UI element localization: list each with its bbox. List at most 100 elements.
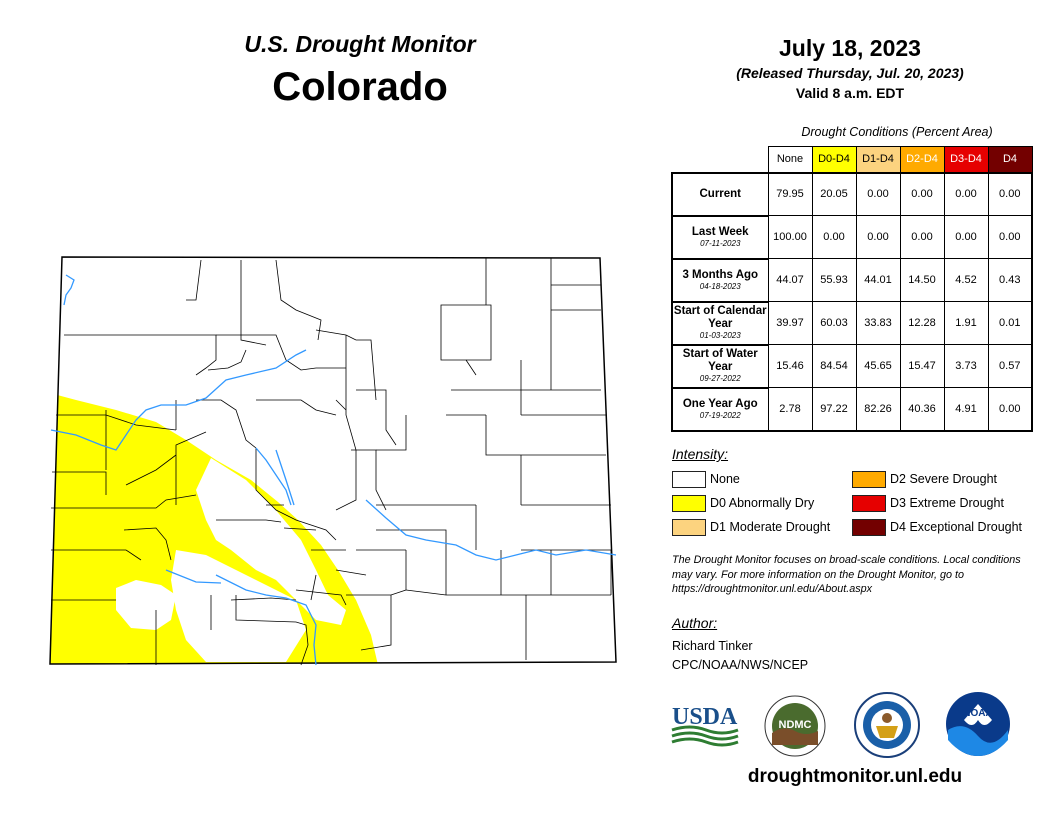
colorado-drought-map: [49, 256, 617, 666]
county-lines: [51, 258, 612, 666]
table-row: Last Week 07-11-2023 100.00 0.00 0.00 0.00 0.0…: [671, 214, 1033, 259]
table-row: Current 79.95 20.05 0.00 0.00 0.00 0.00: [671, 171, 1033, 216]
row-label-text: 3 Months Ago: [682, 268, 759, 281]
table-cell: 44.01: [855, 258, 901, 302]
legend-item-d3: D3 Extreme Drought: [852, 494, 1004, 512]
row-label-text: Last Week: [691, 225, 749, 238]
nws-logo: [854, 692, 920, 758]
col-header: D2-D4: [899, 146, 945, 173]
table-cell: 0.00: [987, 215, 1033, 259]
row-label: Start of Water Year 09-27-2022: [671, 343, 769, 388]
table-cell: 0.01: [987, 301, 1033, 345]
table-cell: 0.00: [987, 387, 1033, 432]
legend-swatch: [852, 494, 886, 512]
author-name: Richard Tinker: [672, 639, 753, 653]
row-date: 04-18-2023: [699, 281, 741, 291]
legend-label: D4 Exceptional Drought: [890, 520, 1023, 534]
row-label: 3 Months Ago 04-18-2023: [671, 257, 769, 302]
legend-label: None: [710, 472, 740, 486]
row-label-text: Start of Calendar Year: [673, 305, 767, 330]
table-cell: 0.00: [899, 171, 945, 216]
row-date: 01-03-2023: [699, 331, 741, 340]
row-date: 07-11-2023: [700, 238, 741, 248]
legend-swatch: [672, 518, 706, 536]
row-label-text: Current: [699, 187, 742, 200]
legend-item-d2: D2 Severe Drought: [852, 470, 997, 488]
drought-conditions-table: None D0-D4 D1-D4 D2-D4 D3-D4 D4 Current 7…: [671, 146, 1033, 432]
row-label-text: Start of Water Year: [682, 348, 758, 373]
table-cell: 84.54: [811, 344, 857, 388]
header-left: U.S. Drought Monitor Colorado: [130, 30, 590, 112]
legend-swatch: [852, 470, 886, 488]
table-cell: 45.65: [855, 344, 901, 388]
legend-item-d4: D4 Exceptional Drought: [852, 518, 1022, 536]
state-outline: [49, 256, 617, 665]
table-cell: 44.07: [767, 258, 813, 302]
table-row: Start of Water Year 09-27-2022 15.46 84.54 4…: [671, 343, 1033, 388]
table-cell: 0.00: [855, 171, 901, 216]
table-corner: [672, 146, 769, 173]
table-cell: 0.00: [943, 171, 989, 216]
map-date: July 18, 2023: [779, 35, 921, 61]
col-header: None: [767, 146, 813, 173]
table-cell: 40.36: [899, 387, 945, 432]
table-cell: 55.93: [811, 258, 857, 302]
intensity-legend: None D0 Abnormally Dry D1 Moderate Droug…: [672, 470, 1052, 540]
table-cell: 0.00: [855, 215, 901, 259]
row-date: 07-19-2022: [699, 410, 741, 420]
monitor-title: U.S. Drought Monitor: [244, 31, 476, 57]
valid-time: Valid 8 a.m. EDT: [795, 85, 905, 101]
col-header: D4: [987, 146, 1033, 173]
ndmc-logo-text: NDMC: [779, 719, 812, 731]
col-header: D3-D4: [943, 146, 989, 173]
table-header-row: None D0-D4 D1-D4 D2-D4 D3-D4 D4: [672, 146, 1033, 173]
table-cell: 79.95: [767, 171, 813, 216]
ndmc-logo: NDMC: [764, 695, 826, 757]
legend-item-none: None: [672, 470, 740, 488]
noaa-logo-text: NOAA: [963, 708, 992, 719]
table-cell: 14.50: [899, 258, 945, 302]
author-title: Author:: [672, 615, 718, 631]
table-cell: 0.00: [811, 215, 857, 259]
disclaimer-text: The Drought Monitor focuses on broad-sca…: [672, 554, 1021, 595]
table-row: Start of Calendar Year 01-03-2023 39.97 60.…: [671, 300, 1033, 345]
intensity-title: Intensity:: [672, 446, 729, 462]
author-org: CPC/NOAA/NWS/NCEP: [672, 658, 809, 672]
state-title: Colorado: [272, 65, 448, 109]
table-cell: 20.05: [811, 171, 857, 216]
legend-item-d0: D0 Abnormally Dry: [672, 494, 814, 512]
noaa-logo: NOAA: [946, 692, 1010, 756]
row-label: One Year Ago 07-19-2022: [671, 386, 769, 432]
table-row: 3 Months Ago 04-18-2023 44.07 55.93 44.01 14.…: [671, 257, 1033, 302]
table-cell: 2.78: [767, 387, 813, 432]
table-cell: 33.83: [855, 301, 901, 345]
row-label: Last Week 07-11-2023: [671, 214, 769, 259]
table-cell: 15.46: [767, 344, 813, 388]
table-cell: 0.00: [987, 171, 1033, 216]
table-cell: 4.52: [943, 258, 989, 302]
header-right: July 18, 2023 (Released Thursday, Jul. 2…: [680, 34, 1020, 102]
legend-label: D2 Severe Drought: [890, 472, 998, 486]
table-cell: 12.28: [899, 301, 945, 345]
table-cell: 3.73: [943, 344, 989, 388]
legend-swatch: [852, 518, 886, 536]
row-label-text: One Year Ago: [682, 397, 758, 410]
usda-logo-text: USDA: [672, 704, 738, 730]
legend-label: D3 Extreme Drought: [890, 496, 1004, 510]
legend-item-d1: D1 Moderate Drought: [672, 518, 830, 536]
row-label: Start of Calendar Year 01-03-2023: [671, 300, 769, 345]
legend-swatch: [672, 470, 706, 488]
table-cell: 0.00: [943, 215, 989, 259]
legend-label: D1 Moderate Drought: [710, 520, 831, 534]
legend-swatch: [672, 494, 706, 512]
table-cell: 39.97: [767, 301, 813, 345]
row-date: 09-27-2022: [699, 374, 741, 383]
table-cell: 0.43: [987, 258, 1033, 302]
table-cell: 100.00: [767, 215, 813, 259]
site-url-link[interactable]: droughtmonitor.unl.edu: [747, 766, 963, 787]
usda-logo: USDA: [671, 704, 739, 747]
table-cell: 15.47: [899, 344, 945, 388]
table-cell: 0.57: [987, 344, 1033, 388]
rivers: [50, 274, 617, 666]
col-header: D0-D4: [811, 146, 857, 173]
